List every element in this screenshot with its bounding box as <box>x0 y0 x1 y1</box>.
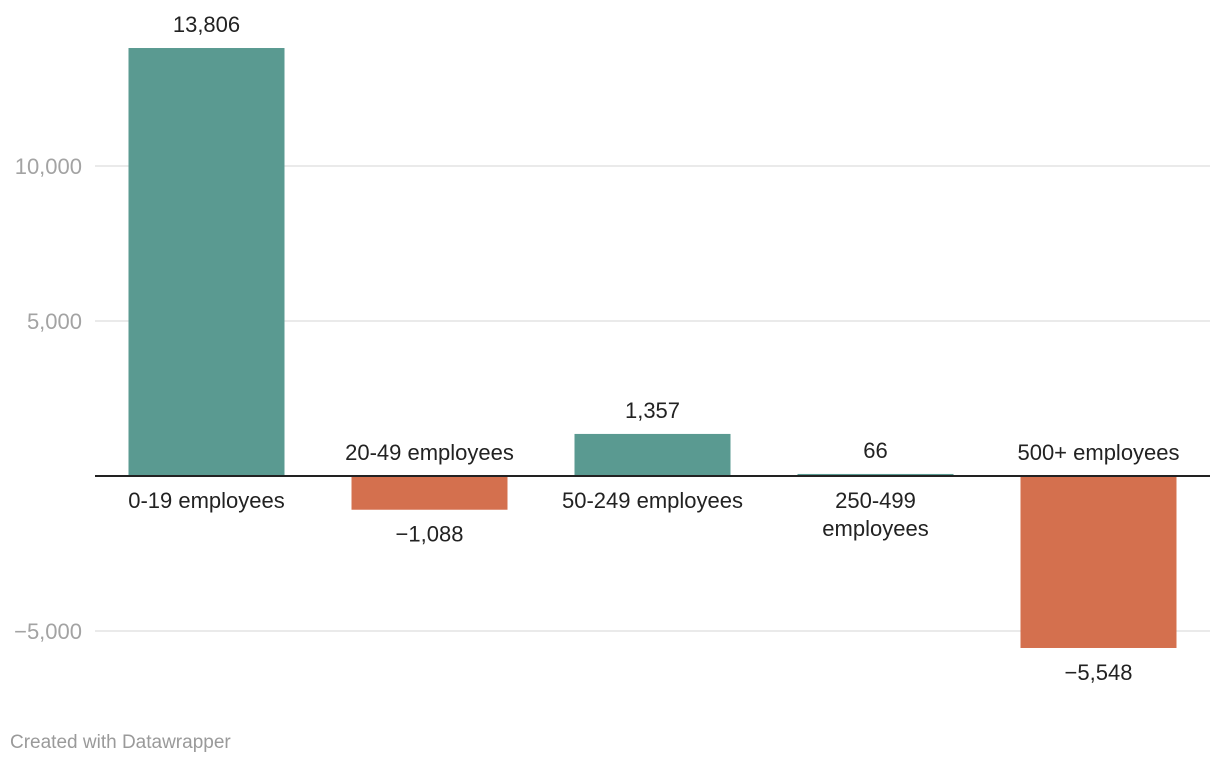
y-tick-label: 10,000 <box>15 154 82 179</box>
bar <box>351 476 508 510</box>
bar <box>574 433 731 476</box>
value-label: 13,806 <box>173 12 240 37</box>
bar-chart: 10,000 5,000 −5,000 13,806 0-19 employees 20-… <box>14 12 1210 685</box>
category-label: 0-19 employees <box>128 488 285 513</box>
category-label: 20-49 employees <box>345 440 514 465</box>
category-label: 500+ employees <box>1017 440 1179 465</box>
value-label: −1,088 <box>396 522 464 547</box>
category-label: 50-249 employees <box>562 488 743 513</box>
value-label: 1,357 <box>625 398 680 423</box>
datawrapper-credit: Created with Datawrapper <box>10 732 231 753</box>
y-tick-label: 5,000 <box>27 309 82 334</box>
value-label: 66 <box>863 438 887 463</box>
bar <box>1020 476 1177 648</box>
bar <box>128 48 285 476</box>
category-label: 250-499 employees <box>822 488 928 541</box>
bar <box>797 473 954 476</box>
value-label: −5,548 <box>1065 660 1133 685</box>
y-tick-label: −5,000 <box>14 619 82 644</box>
